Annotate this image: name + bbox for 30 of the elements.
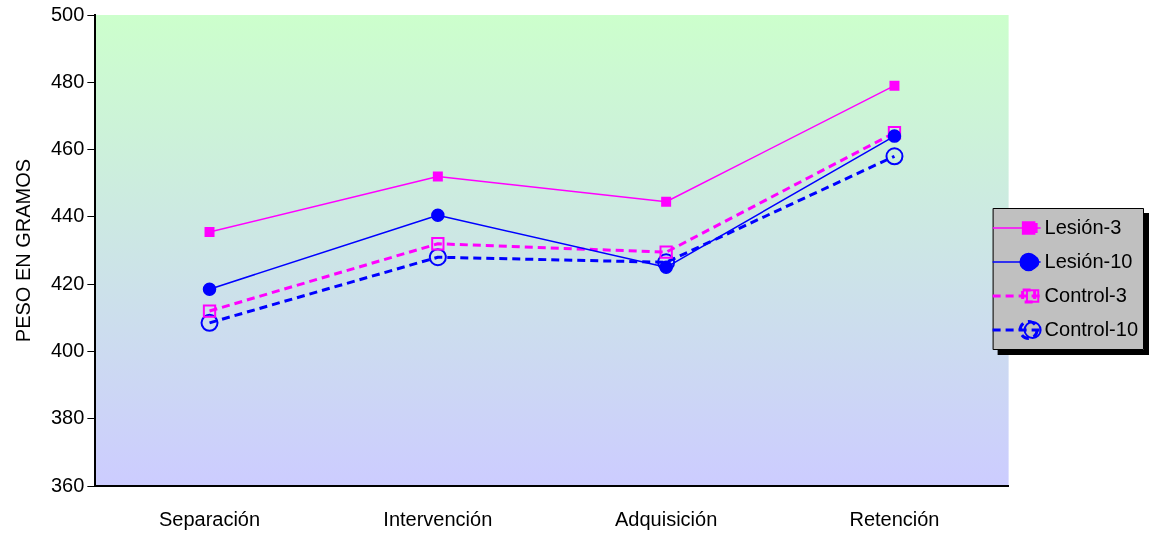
point (428, 248, 447, 267)
point (885, 147, 904, 166)
x-tick-label: Retención (849, 507, 940, 530)
y-tick-label: 360 (50, 473, 85, 496)
point (432, 171, 443, 182)
y-tick-label: 460 (50, 137, 85, 160)
legend-label: Control-10 (1044, 317, 1139, 340)
point (202, 304, 217, 318)
legend-label: Lesión-3 (1044, 215, 1122, 238)
point (202, 282, 217, 296)
x-tick-label: Adquisición (615, 507, 718, 530)
y-tick-label: 400 (50, 338, 85, 361)
y-tick-label: 420 (50, 271, 85, 294)
point (200, 313, 219, 332)
y-tick-label: 480 (50, 69, 85, 92)
y-axis-title: PESO EN GRAMOS (11, 158, 34, 343)
legend-label: Control-3 (1044, 283, 1127, 306)
y-tick-label: 380 (50, 406, 85, 429)
legend-label: Lesión-10 (1044, 249, 1133, 272)
point (661, 196, 672, 207)
point (659, 245, 673, 259)
point (889, 80, 900, 91)
point (204, 227, 215, 237)
x-tick-label: Separación (158, 507, 261, 530)
point (431, 237, 445, 251)
point (431, 208, 445, 222)
x-tick-label: Intervención (383, 507, 493, 530)
y-tick-label: 500 (50, 2, 85, 25)
point (659, 260, 673, 275)
y-tick-label: 440 (50, 204, 85, 227)
